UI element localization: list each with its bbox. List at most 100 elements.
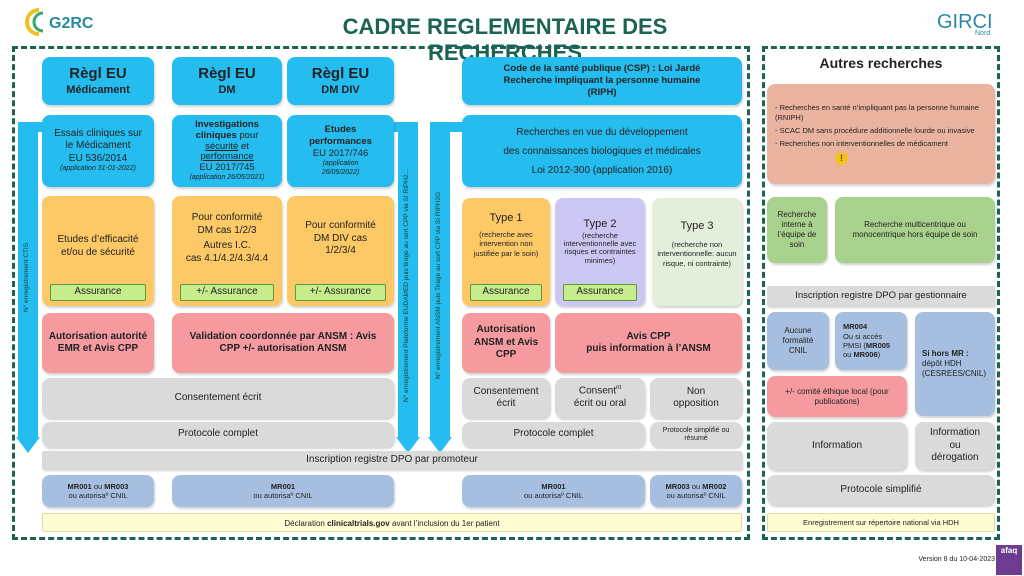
type-text: DM cas 1/2/3 — [197, 224, 257, 236]
national-registration: Enregistrement sur répertoire national v… — [767, 513, 995, 532]
local-ethics: +/- comité éthique local (pour publicati… — [767, 376, 907, 417]
type-3: Type 3 (recherche non interventionnelle: … — [652, 198, 742, 306]
declaration-text: Déclaration — [284, 519, 328, 528]
auth-line: puis information à l’ANSM — [586, 343, 711, 354]
mr-box-riph: MR001 ou autorisaº CNIL — [462, 475, 645, 507]
consent-text: écrit ou oral — [573, 398, 627, 410]
other-item: - SCAC DM sans procédure additionnelle l… — [775, 126, 975, 135]
auth-ansm: Autorisation ANSM et Avis CPP — [462, 313, 550, 373]
type-text: Etudes d’efficacité et/ou de sécurité — [57, 234, 139, 258]
mr-text: ou autorisaº CNIL — [666, 491, 726, 500]
insurance-badge: +/- Assurance — [295, 284, 386, 301]
type-title: Type 3 — [680, 220, 714, 232]
ctis-arrow-head — [16, 437, 40, 453]
scope-line: performances — [309, 136, 372, 148]
mr-code: MR001 — [67, 481, 92, 491]
mr-text: ou autorisaº CNIL — [68, 491, 128, 500]
page-title: CADRE REGLEMENTAIRE DES RECHERCHES — [342, 14, 668, 65]
auth-cpp: Avis CPP puis information à l’ANSM — [555, 313, 742, 373]
scope-line: le Médicament — [65, 140, 131, 152]
protocol-left: Protocole complet — [42, 422, 394, 447]
information-derogation: Information ou dérogation — [915, 422, 995, 470]
type-title: Type 2 — [583, 218, 617, 230]
header-medicament: Règl EU Médicament — [42, 57, 154, 105]
mr-text: ou — [689, 481, 703, 491]
type-title: Type 1 — [489, 212, 523, 224]
type-desc: (recherche interventionnelle avec risque… — [563, 230, 637, 265]
right-frame — [762, 46, 1000, 540]
mr-box-dm: MR001 ou autorisaº CNIL — [172, 475, 394, 507]
mr-text: ou — [843, 350, 854, 360]
ansm-arrow — [430, 122, 450, 437]
insurance-badge: Assurance — [563, 284, 637, 301]
hdh-text: (CESREES/CNIL) — [922, 369, 987, 378]
mr004-box: MR004 Ou si accès PMSI (MR005 ou MR006) — [835, 312, 907, 370]
scope-line: performance — [200, 151, 254, 163]
mr-text: Ou si accès — [843, 331, 883, 341]
declaration-clinicaltrials: Déclaration clinicaltrials.gov avant l’i… — [42, 513, 742, 532]
scope-line: EU 2017/746 — [312, 148, 369, 160]
ansm-arrow-head — [428, 437, 452, 453]
no-cnil-formality: Aucune formalité CNIL — [767, 312, 829, 370]
multicentric-research: Recherche multicentrique ou monocentriqu… — [835, 197, 995, 263]
scope-application: (application 31-01-2022) — [60, 165, 136, 173]
other-item: - Recherches non interventionnelles de m… — [775, 139, 949, 149]
warning-icon: ! — [835, 151, 848, 165]
mr-code: MR005 — [865, 341, 891, 350]
type-text: cas 4.1/4.2/4.3/4.4 — [185, 252, 269, 264]
scope-line: et — [238, 140, 249, 152]
other-title: Autres recherches — [819, 55, 943, 71]
auth-coordinated: Validation coordonnée par ANSM : Avis CP… — [172, 313, 394, 373]
mr-text: ) — [877, 350, 881, 360]
scope-application: (application 26/05/2022) — [321, 160, 360, 176]
mr-text: PMSI ( — [843, 341, 866, 350]
scope-line: Loi 2012-300 (application 2016) — [531, 164, 673, 176]
girci-logo: GIRCI Nord — [935, 6, 1005, 38]
internal-research: Recherche interne à l’équipe de soin — [767, 197, 827, 263]
ctis-label: N° enregistrement CTIS — [23, 242, 30, 312]
mr-text: ou — [91, 481, 105, 491]
mr-code: MR003 — [104, 481, 129, 491]
consent-type1: Consentement écrit — [462, 378, 550, 418]
consent-left: Consentement écrit — [42, 378, 394, 418]
g2rc-logo: G2RC — [25, 6, 105, 36]
type-desc: (recherche avec intervention non justifi… — [473, 229, 539, 258]
auth-emr: Autorisation autorité EMR et Avis CPP — [42, 313, 154, 373]
eudamed-arrow-head — [396, 437, 420, 453]
protocol-simplified-other: Protocole simplifié — [767, 475, 995, 505]
scope-line: sécurité — [205, 140, 239, 152]
header-title: Règl EU — [311, 64, 370, 82]
other-item: - Recherches en santé n’impliquant pas l… — [775, 103, 979, 122]
header-line: (RIPH) — [587, 86, 617, 98]
type-desc: (recherche non interventionnelle: aucun … — [657, 239, 737, 268]
insurance-badge: +/- Assurance — [180, 284, 274, 301]
protocol-right: Protocole complet — [462, 422, 645, 447]
type-medicament: Etudes d’efficacité et/ou de sécurité Ass… — [42, 196, 154, 306]
dpo-promoteur: Inscription registre DPO par promoteur — [42, 451, 742, 469]
scope-riph: Recherches en vue du développement des co… — [462, 115, 742, 187]
mr-box-med: MR001 ou MR003 ou autorisaº CNIL — [42, 475, 154, 507]
mr-text: ou autorisaº CNIL — [523, 491, 584, 500]
other-research-list: - Recherches en santé n’impliquant pas l… — [767, 84, 995, 184]
information: Information — [767, 422, 907, 470]
mr-code: MR004 — [843, 322, 868, 332]
type-text: DM DIV cas — [313, 232, 368, 244]
consent-type2: Consentnt écrit ou oral — [555, 378, 645, 418]
mr-text: ou autorisaº CNIL — [253, 491, 313, 500]
mr-box-type3: MR003 ou MR002 ou autorisaº CNIL — [650, 475, 742, 507]
header-line: Recherche impliquant la personne humaine — [503, 75, 701, 87]
ctis-arrow-connector — [18, 122, 44, 132]
scope-line: EU 2017/745 — [199, 162, 255, 174]
eudamed-arrow-connector — [392, 122, 418, 132]
header-sub: Médicament — [66, 83, 130, 96]
scope-line: Investigations — [195, 118, 259, 130]
afaq-logo: afaq — [996, 545, 1022, 575]
mr-code: MR001 — [270, 481, 296, 491]
scope-dm: Investigations cliniques pour sécurité et p… — [172, 115, 282, 187]
header-dm: Règl EU DM — [172, 57, 282, 105]
eudamed-label: N° enregistrement Plateforme EUDAMED pui… — [403, 167, 410, 403]
scope-line: cliniques — [195, 129, 237, 141]
header-title: Règl EU — [69, 64, 127, 82]
scope-medicament: Essais cliniques sur le Médicament EU 536/… — [42, 115, 154, 187]
ansm-arrow-connector — [430, 122, 464, 132]
